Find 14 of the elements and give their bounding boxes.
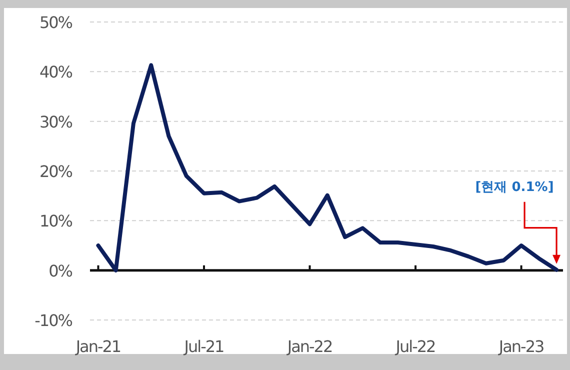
x-tick-label: Jan-21: [74, 337, 121, 356]
y-tick-label: 0%: [48, 261, 73, 280]
line-series: [96, 63, 559, 272]
y-tick-label: 20%: [39, 162, 73, 181]
y-tick-label: -10%: [34, 311, 73, 330]
y-tick-label: 30%: [39, 112, 73, 132]
annotation: [현재 0.1%]: [475, 180, 554, 195]
y-tick-label: 50%: [39, 13, 73, 32]
y-tick-label: 10%: [39, 212, 73, 231]
x-tick-label: Jul-21: [183, 337, 224, 356]
y-tick-label: 40%: [39, 62, 73, 82]
x-tick-label: Jan-22: [286, 337, 332, 356]
x-tick-label: Jan-23: [498, 337, 544, 356]
x-tick-label: Jul-22: [394, 337, 436, 356]
